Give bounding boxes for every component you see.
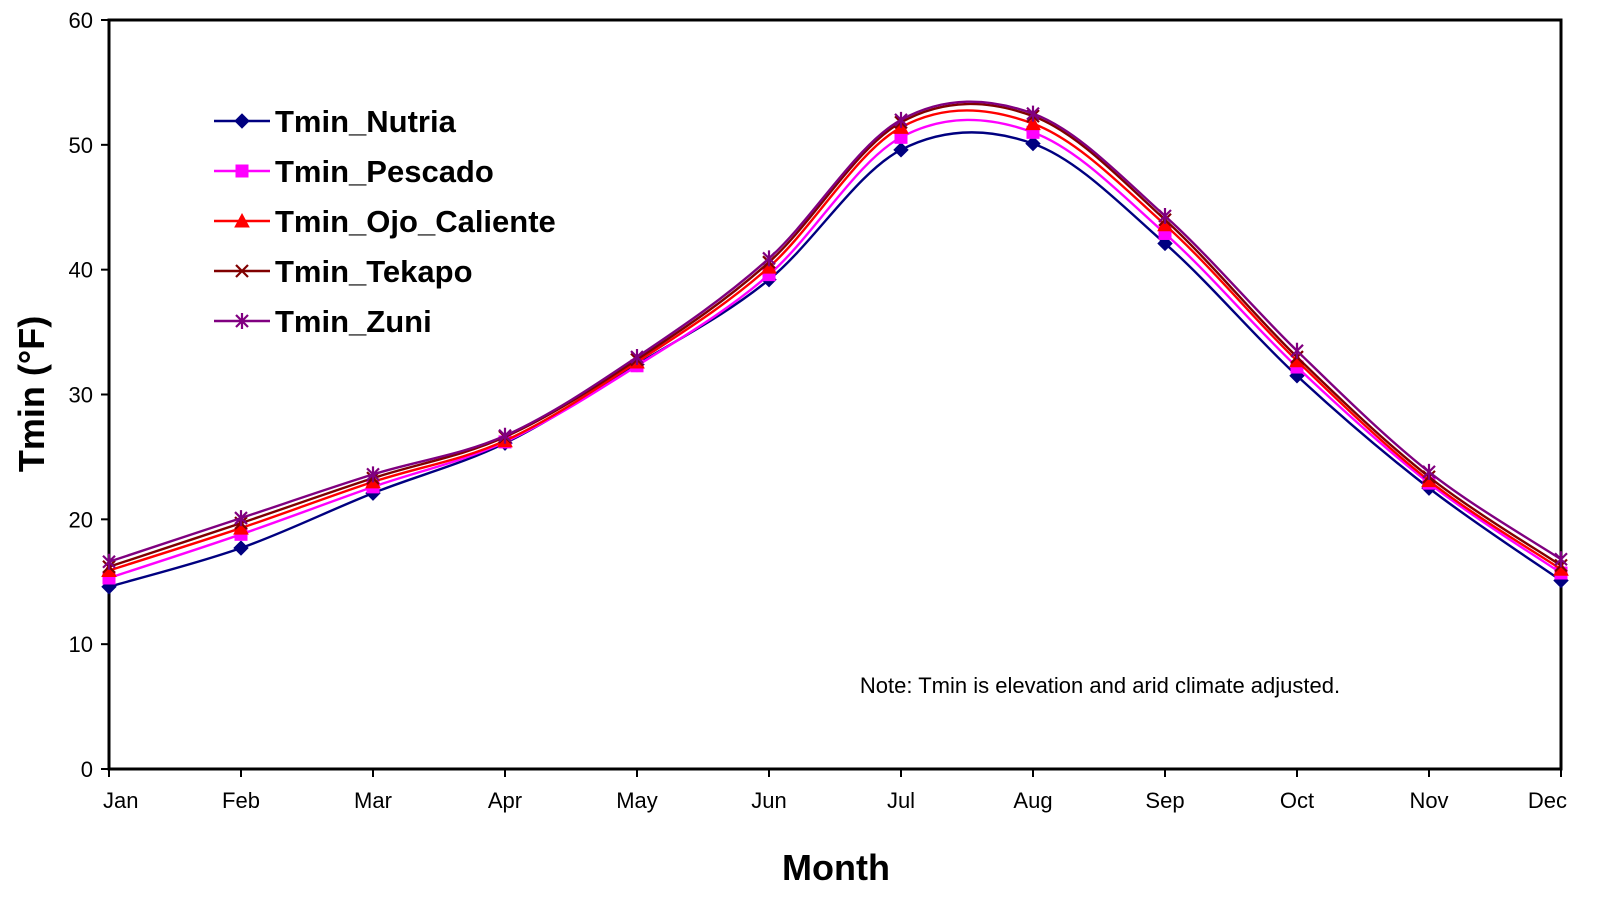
- y-tick-label: 60: [69, 8, 93, 33]
- legend-marker: [235, 313, 249, 329]
- x-tick-label: Jul: [887, 788, 915, 813]
- data-point: [893, 142, 909, 158]
- x-tick-label: Jun: [751, 788, 786, 813]
- x-tick-label: Dec: [1528, 788, 1567, 813]
- legend-item: Tmin_Pescado: [214, 154, 494, 189]
- x-tick-label: Apr: [488, 788, 522, 813]
- data-point: [1158, 207, 1172, 224]
- x-tick-label: May: [616, 788, 658, 813]
- x-tick-label: Feb: [222, 788, 260, 813]
- x-tick-label: Oct: [1280, 788, 1314, 813]
- x-axis-title: Month: [782, 847, 890, 888]
- legend-item: Tmin_Zuni: [214, 304, 432, 339]
- legend-marker: [235, 264, 249, 278]
- data-point: [233, 540, 249, 556]
- data-point: [1422, 463, 1436, 480]
- legend-label: Tmin_Nutria: [275, 104, 457, 139]
- legend-item: Tmin_Ojo_Caliente: [214, 204, 556, 239]
- y-tick-label: 20: [69, 507, 93, 532]
- data-point: [1554, 551, 1568, 568]
- x-tick-label: Aug: [1013, 788, 1052, 813]
- x-tick-label: Sep: [1145, 788, 1184, 813]
- data-point: [102, 553, 116, 570]
- data-point: [1025, 135, 1041, 152]
- legend-item: Tmin_Tekapo: [214, 254, 473, 289]
- data-point: [762, 250, 776, 267]
- x-tick-label: Nov: [1409, 788, 1448, 813]
- y-tick-label: 0: [81, 757, 93, 782]
- legend-marker: [235, 164, 249, 178]
- legend-marker: [234, 113, 250, 129]
- y-tick-label: 40: [69, 258, 93, 283]
- x-tick-label: Jan: [103, 788, 138, 813]
- data-point: [630, 349, 644, 366]
- annotation-note: Note: Tmin is elevation and arid climate…: [860, 673, 1340, 698]
- y-tick-label: 30: [69, 383, 93, 408]
- legend-marker: [234, 212, 250, 228]
- y-axis-title: Tmin (°F): [11, 316, 52, 472]
- legend-label: Tmin_Ojo_Caliente: [275, 204, 556, 239]
- data-point: [498, 427, 512, 444]
- legend-label: Tmin_Pescado: [275, 154, 494, 189]
- data-point: [234, 510, 248, 527]
- data-point: [1290, 342, 1304, 359]
- y-tick-label: 10: [69, 632, 93, 657]
- legend-label: Tmin_Tekapo: [275, 254, 473, 289]
- legend-item: Tmin_Nutria: [214, 104, 457, 139]
- data-point: [1026, 105, 1040, 122]
- y-tick-label: 50: [69, 133, 93, 158]
- series-Tmin_Zuni: [102, 100, 1568, 570]
- data-point: [1025, 115, 1041, 131]
- legend-label: Tmin_Zuni: [275, 304, 432, 339]
- x-tick-label: Mar: [354, 788, 392, 813]
- data-point: [894, 111, 908, 128]
- data-point: [366, 466, 380, 483]
